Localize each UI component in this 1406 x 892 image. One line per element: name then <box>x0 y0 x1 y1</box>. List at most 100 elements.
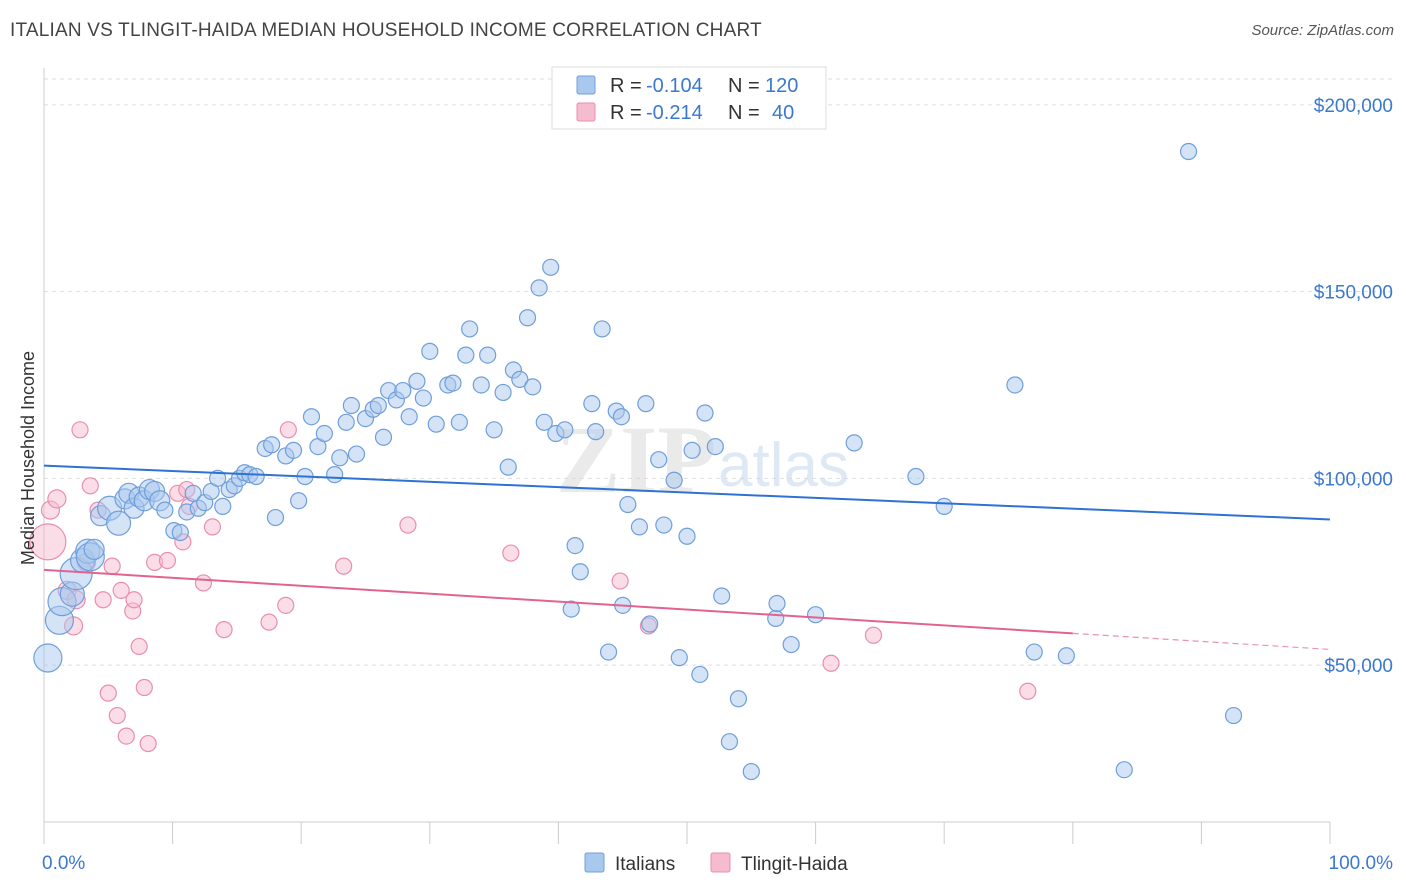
italians-point <box>209 469 227 487</box>
bottom-legend-swatch-italians <box>584 852 605 873</box>
tlingit-haida-point <box>103 557 121 575</box>
italians-point <box>782 635 800 654</box>
italians-point <box>683 441 701 459</box>
italians-point <box>1224 706 1243 725</box>
watermark-atlas: atlas <box>718 431 849 500</box>
italians-point <box>400 408 418 426</box>
italians-point <box>247 467 265 486</box>
chart-source: Source: ZipAtlas.com <box>1251 22 1394 39</box>
italians-point <box>535 413 553 431</box>
italians-point <box>290 492 308 510</box>
italians-point <box>742 762 760 781</box>
italians-point <box>171 523 189 542</box>
italians-point <box>571 563 589 581</box>
italians-point <box>706 438 724 456</box>
tlingit-haida-point <box>335 557 353 575</box>
tlingit-haida-point <box>260 613 278 631</box>
italians-point <box>461 320 479 338</box>
tlingit-haida-point <box>139 734 157 753</box>
axes <box>43 68 1331 844</box>
italians-point <box>472 376 490 394</box>
legend-swatch-italians <box>576 75 596 95</box>
bottom-legend-swatch-tlingit-haida <box>710 852 731 873</box>
tlingit-haida-point <box>112 581 130 600</box>
tlingit-haida-point <box>158 551 177 570</box>
italians-point <box>1115 761 1133 779</box>
italians-point <box>83 538 105 560</box>
legend-italians-n-value: 120 <box>765 75 798 97</box>
italians-point <box>1057 647 1075 665</box>
italians-point <box>691 665 709 684</box>
legend-tlingit-r-value: -0.214 <box>646 102 703 124</box>
tlingit-haida-point <box>135 678 153 697</box>
x-tick-label: 0.0% <box>42 853 85 874</box>
tlingit-haida-point <box>130 637 148 656</box>
tlingit-haida-point <box>611 572 629 590</box>
italians-point <box>907 467 925 486</box>
chart-title: ITALIAN VS TLINGIT-HAIDA MEDIAN HOUSEHOL… <box>10 20 762 41</box>
legend-italians-n-label: N = <box>728 75 760 97</box>
italians-point <box>1179 142 1198 161</box>
italians-point <box>499 458 517 476</box>
italians-point <box>450 413 468 431</box>
italians-trend-line <box>43 464 1331 521</box>
italians-point <box>619 495 637 514</box>
italians-point <box>587 423 605 441</box>
legend-tlingit-n-label: N = <box>728 102 760 124</box>
italians-point <box>337 413 355 431</box>
italians-point <box>156 501 174 519</box>
italians-point <box>720 733 739 751</box>
tlingit-haida-trend-line <box>43 568 1073 635</box>
italians-point <box>421 342 439 360</box>
italians-point <box>935 497 953 515</box>
tlingit-haida-trend-extension <box>1072 632 1331 651</box>
italians-point <box>414 389 432 407</box>
tlingit-haida-point <box>81 477 99 495</box>
italians-point <box>562 600 580 618</box>
tlingit-haida-point <box>117 727 135 745</box>
italians-point <box>767 609 785 628</box>
italians-point <box>696 404 714 422</box>
italians-point <box>457 346 475 364</box>
italians-point <box>444 374 462 392</box>
tlingit-haida-point <box>822 654 840 672</box>
italians-point <box>214 497 232 515</box>
italians-point <box>105 510 132 536</box>
tlingit-haida-point <box>125 591 143 609</box>
italians-point <box>845 434 863 452</box>
italians-point <box>342 396 360 415</box>
italians-point <box>33 643 63 673</box>
italians-point <box>556 421 574 439</box>
italians-point <box>641 615 659 633</box>
tlingit-haida-point <box>1019 682 1037 700</box>
italians-point <box>670 649 688 667</box>
italians-point <box>184 484 202 502</box>
italians-point <box>524 378 542 396</box>
italians-point <box>729 690 748 708</box>
y-tick-label: $100,000 <box>1314 469 1393 490</box>
legend-swatch-tlingit-haida <box>576 102 596 122</box>
tlingit-haida-point <box>279 421 297 439</box>
italians-point <box>768 594 786 613</box>
italians-point <box>374 428 393 446</box>
italians-point <box>566 536 584 555</box>
tlingit-haida-point <box>277 596 295 614</box>
legend-top-box <box>551 66 827 130</box>
legend-bottom: Italians Tlingit-Haida <box>584 852 848 875</box>
bottom-legend-tlingit-haida: Tlingit-Haida <box>741 854 848 875</box>
italians-point <box>511 370 529 388</box>
trend-lines <box>43 464 1331 651</box>
italians-point <box>494 383 512 402</box>
tlingit-haida-point <box>194 574 213 592</box>
legend-top: R = -0.104 N = 120 R = -0.214 N = 40 <box>551 66 827 130</box>
watermark: ZIP atlas <box>556 406 849 513</box>
italians-point <box>302 408 321 426</box>
y-tick-label: $50,000 <box>1324 656 1393 677</box>
tlingit-haida-point <box>71 421 89 439</box>
italians-point <box>485 421 503 439</box>
italians-point <box>593 320 611 338</box>
y-tick-label: $150,000 <box>1314 283 1393 304</box>
italians-point <box>479 346 497 364</box>
italians-point <box>331 449 349 467</box>
